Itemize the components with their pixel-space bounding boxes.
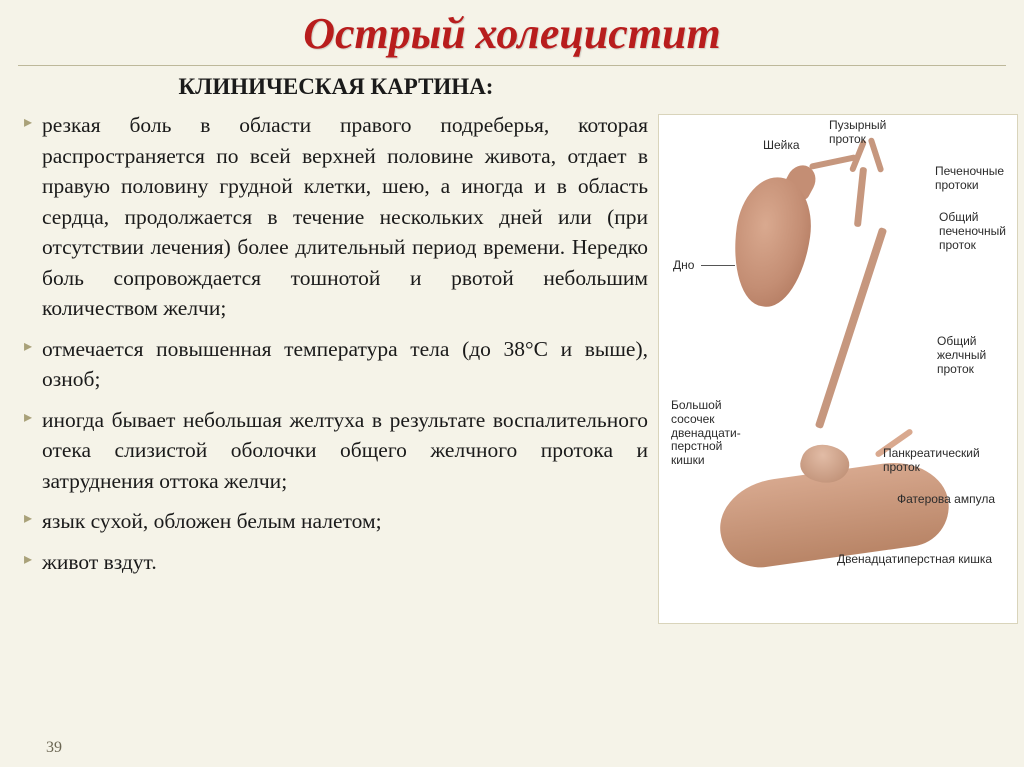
diagram-column: Шейка Пузырный проток Печеночные протоки… [658,74,1018,624]
title-divider [18,65,1006,66]
label-ampulla: Фатерова ампула [897,493,995,507]
list-item: иногда бывает небольшая желтуха в резуль… [42,405,648,497]
list-item: отмечается повышенная температура тела (… [42,334,648,395]
label-neck: Шейка [763,139,800,153]
content-columns: КЛИНИЧЕСКАЯ КАРТИНА: резкая боль в облас… [18,74,1006,624]
anatomy-diagram: Шейка Пузырный проток Печеночные протоки… [658,114,1018,624]
page-number: 39 [46,739,62,757]
leader-line [701,265,735,266]
label-cbd: Общий желчный проток [937,335,986,376]
label-duod: Двенадцатиперстная кишка [837,553,992,567]
label-chd: Общий печеночный проток [939,211,1006,252]
label-papilla: Большой сосочек двенадцати- перстной киш… [671,399,741,468]
list-item: резкая боль в области правого подреберья… [42,110,648,324]
slide: Острый холецистит КЛИНИЧЕСКАЯ КАРТИНА: р… [0,0,1024,767]
label-cystic: Пузырный проток [829,119,886,147]
list-item: язык сухой, обложен белым налетом; [42,506,648,537]
list-item: живот вздут. [42,547,648,578]
subheading: КЛИНИЧЕСКАЯ КАРТИНА: [24,74,648,100]
slide-title: Острый холецистит [18,8,1006,59]
label-panc: Панкреатический проток [883,447,1017,475]
clinical-list: резкая боль в области правого подреберья… [24,110,648,577]
common-hepatic-duct [854,167,867,227]
label-fundus: Дно [673,259,694,273]
text-column: КЛИНИЧЕСКАЯ КАРТИНА: резкая боль в облас… [18,74,648,624]
common-bile-duct [815,227,888,429]
label-hepatic: Печеночные протоки [935,165,1004,193]
